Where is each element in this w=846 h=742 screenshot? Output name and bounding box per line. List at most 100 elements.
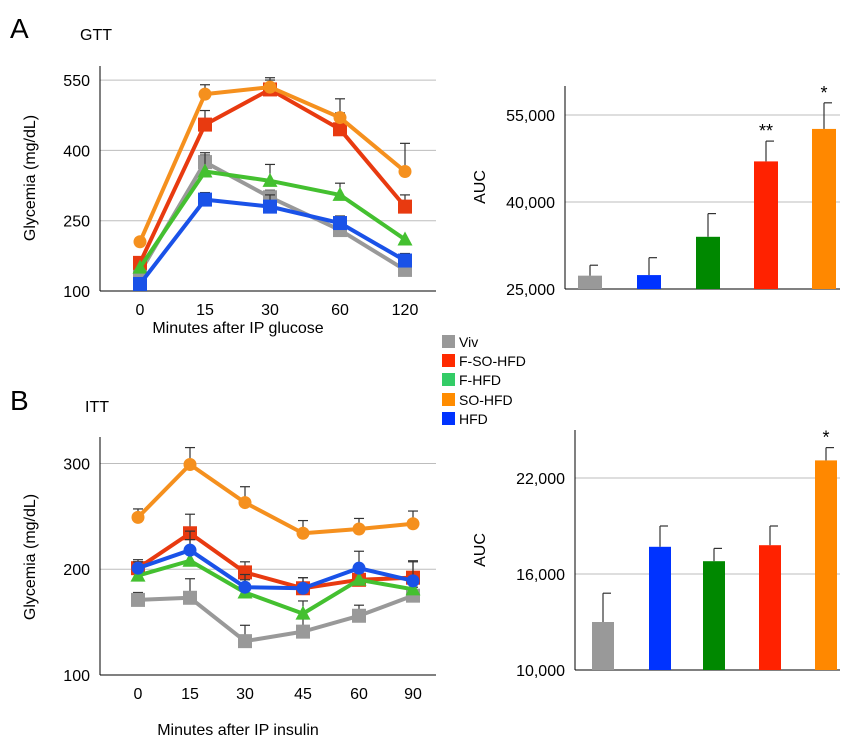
bar [759, 545, 781, 670]
bar [637, 275, 661, 289]
data-point-marker [398, 253, 412, 268]
data-point-marker [397, 231, 413, 246]
x-tick-label: 30 [261, 302, 279, 319]
data-point-marker [262, 172, 278, 187]
data-point-marker [352, 561, 366, 575]
legend-label: Viv [459, 334, 478, 350]
data-point-marker [398, 164, 412, 178]
x-tick-label: 30 [236, 686, 254, 703]
y-tick-label: 22,000 [516, 471, 565, 488]
data-point-marker [198, 117, 212, 132]
data-point-marker [238, 565, 252, 580]
data-point-marker [296, 624, 310, 639]
y-tick-label: 10,000 [516, 663, 565, 680]
y-tick-label: 100 [63, 284, 90, 301]
data-point-marker [183, 590, 197, 605]
data-point-marker [238, 580, 252, 594]
y-tick-label: 200 [63, 562, 90, 579]
data-point-marker [183, 458, 197, 472]
y-tick-label: 55,000 [506, 108, 555, 125]
significance-marker: ** [759, 121, 773, 141]
data-point-marker [295, 605, 311, 620]
series-f-hfd [132, 152, 413, 274]
legend-swatch [442, 354, 455, 367]
y-axis-title: AUC [472, 533, 489, 567]
legend-item: F-SO-HFD [442, 353, 526, 369]
y-tick-label: 25,000 [506, 282, 555, 299]
series-viv [131, 578, 420, 649]
data-point-marker [132, 259, 148, 274]
series-hfd [131, 530, 420, 595]
data-point-marker [332, 186, 348, 201]
bar [703, 561, 725, 670]
bar [815, 460, 837, 670]
series-line [137, 593, 414, 644]
legend-label: HFD [459, 411, 488, 427]
y-tick-label: 100 [63, 668, 90, 685]
itt-line-chart: 100 200 300 Glycemia (mg/dL) 0 15 30 45 60 90 Minu… [22, 437, 436, 739]
gtt-line-chart: 100 250 400 550 Glycemia (mg/dL) 0 15 30 60 120 Mi… [22, 66, 436, 337]
y-tick-label: 550 [63, 73, 90, 90]
data-point-marker [406, 574, 420, 588]
data-point-marker [182, 552, 198, 567]
bar [812, 128, 836, 289]
legend-swatch [442, 373, 455, 386]
legend-swatch [442, 335, 455, 348]
x-axis-title: Minutes after IP glucose [152, 320, 323, 337]
x-tick-label: 90 [404, 686, 422, 703]
series-line [137, 548, 414, 591]
legend-item: F-HFD [442, 372, 501, 388]
bar [578, 275, 602, 289]
y-tick-label: 250 [63, 214, 90, 231]
data-point-marker [398, 199, 412, 214]
legend-swatch [442, 412, 455, 425]
data-point-marker [333, 122, 347, 137]
data-point-marker [238, 496, 252, 510]
legend-item: Viv [442, 334, 478, 350]
y-axis-title: Glycemia (mg/dL) [22, 494, 39, 620]
legend-label: F-HFD [459, 372, 501, 388]
data-point-marker [263, 199, 277, 214]
data-point-marker [198, 192, 212, 207]
series-line [136, 531, 414, 591]
x-tick-label: 60 [331, 302, 349, 319]
legend-swatch [442, 393, 455, 406]
data-point-marker [263, 80, 277, 94]
series-line [137, 558, 414, 616]
x-tick-label: 0 [134, 686, 143, 703]
data-point-marker [133, 276, 147, 291]
data-point-marker [352, 522, 366, 536]
y-axis-title: AUC [472, 170, 489, 204]
y-tick-label: 40,000 [506, 195, 555, 212]
y-axis-title: Glycemia (mg/dL) [22, 115, 39, 241]
data-point-marker [405, 581, 421, 596]
significance-marker: * [822, 428, 829, 448]
legend-item: SO-HFD [442, 392, 513, 408]
legend-item: HFD [442, 411, 488, 427]
legend-label: SO-HFD [459, 392, 513, 408]
bar [649, 546, 671, 670]
data-point-marker [351, 571, 367, 586]
data-point-marker [131, 592, 145, 607]
data-point-marker [352, 608, 366, 623]
bar [754, 161, 778, 289]
legend-label: F-SO-HFD [459, 353, 526, 369]
data-point-marker [131, 510, 145, 524]
data-point-marker [133, 235, 147, 249]
data-point-marker [131, 561, 145, 575]
series-hfd [133, 191, 412, 291]
x-tick-label: 60 [350, 686, 368, 703]
significance-marker: * [820, 83, 827, 103]
x-axis-title: Minutes after IP insulin [157, 722, 319, 739]
bar [592, 622, 614, 670]
data-point-marker [296, 581, 310, 595]
panel-a-letter: A [10, 13, 29, 44]
y-tick-label: 400 [63, 143, 90, 160]
data-point-marker [183, 543, 197, 557]
y-tick-label: 16,000 [516, 567, 565, 584]
itt-auc-bar-chart: 10,000 16,000 22,000 AUC * [472, 428, 840, 680]
panel-b-letter: B [10, 385, 29, 416]
data-point-marker [333, 111, 347, 125]
